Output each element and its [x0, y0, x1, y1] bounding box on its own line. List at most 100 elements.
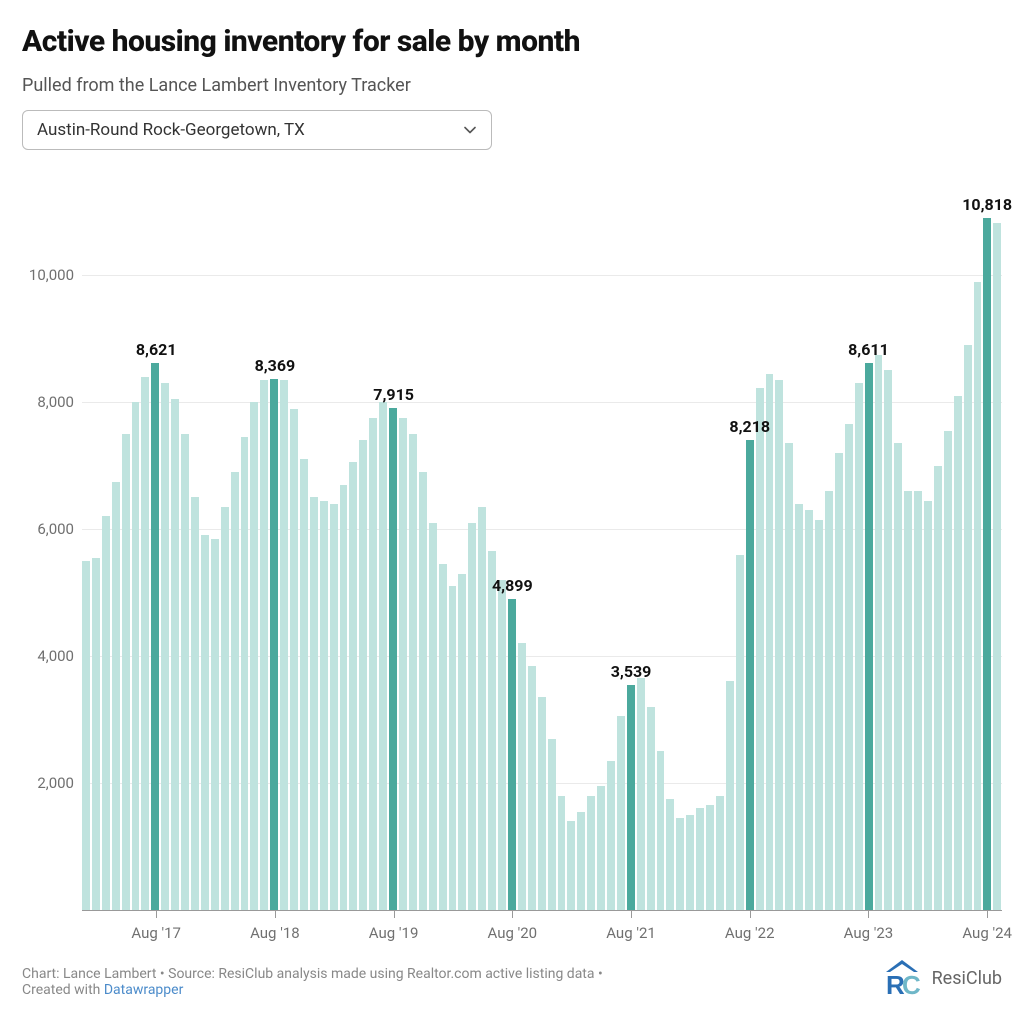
bar: [577, 812, 585, 910]
bar: [330, 504, 338, 910]
bar: [637, 678, 645, 910]
bar: [815, 520, 823, 910]
bar: [666, 799, 674, 910]
y-tick-label: 10,000: [22, 266, 74, 284]
dropdown-selected-label: Austin-Round Rock-Georgetown, TX: [37, 120, 305, 140]
bar: [825, 491, 833, 910]
x-tick-mark: [394, 910, 395, 918]
x-tick-mark: [631, 910, 632, 918]
bar: [389, 408, 397, 910]
x-axis-baseline: [82, 910, 1002, 911]
bar: [340, 485, 348, 910]
bar: [181, 434, 189, 910]
bar: [241, 437, 249, 910]
bar: [558, 796, 566, 910]
bar: [419, 472, 427, 910]
bar: [102, 516, 110, 910]
bar: [122, 434, 130, 910]
chart-title: Active housing inventory for sale by mon…: [22, 24, 1002, 59]
y-tick-label: 6,000: [22, 520, 74, 538]
chart-footer: Chart: Lance Lambert • Source: ResiClub …: [22, 958, 1002, 998]
resiclub-logo-text: ResiClub: [932, 968, 1002, 989]
bar: [647, 707, 655, 910]
bar: [221, 507, 229, 910]
bar: [706, 805, 714, 910]
bar: [944, 431, 952, 910]
bar: [488, 551, 496, 910]
bar: [409, 434, 417, 910]
bar-value-label: 8,621: [136, 340, 177, 363]
bar: [280, 380, 288, 910]
bar: [627, 685, 635, 910]
bar: [775, 380, 783, 910]
footer-credit: Chart: Lance Lambert • Source: ResiClub …: [22, 966, 603, 998]
bar: [924, 501, 932, 910]
x-tick-mark: [987, 910, 988, 918]
bar: [835, 453, 843, 910]
bar: [904, 491, 912, 910]
bar: [795, 504, 803, 910]
bar: [429, 523, 437, 910]
bar: [191, 497, 199, 910]
bar: [112, 482, 120, 910]
bar: [736, 555, 744, 910]
bar: [379, 402, 387, 910]
bar: [151, 363, 159, 910]
bar: [617, 716, 625, 910]
bar: [478, 507, 486, 910]
bar: [439, 564, 447, 910]
bar: [914, 491, 922, 910]
x-tick-label: Aug '24: [962, 924, 1012, 942]
x-tick-label: Aug '20: [488, 924, 538, 942]
bar: [458, 574, 466, 910]
bar: [845, 424, 853, 910]
bar: [320, 501, 328, 910]
bar: [686, 815, 694, 910]
bar: [954, 396, 962, 910]
x-tick-label: Aug '19: [369, 924, 419, 942]
bar: [657, 751, 665, 910]
x-tick-mark: [156, 910, 157, 918]
bar: [92, 558, 100, 910]
x-tick-mark: [275, 910, 276, 918]
resiclub-logo: R C ResiClub: [880, 958, 1002, 998]
bar: [310, 497, 318, 910]
x-tick-label: Aug '17: [131, 924, 181, 942]
bar: [518, 643, 526, 910]
bar: [785, 443, 793, 910]
bar: [934, 466, 942, 910]
bar: [399, 418, 407, 910]
bar: [498, 580, 506, 910]
bar-value-label: 8,218: [729, 417, 770, 440]
bar-value-label: 7,915: [373, 385, 414, 408]
datawrapper-link[interactable]: Datawrapper: [104, 982, 184, 998]
svg-text:C: C: [902, 970, 921, 998]
x-tick-label: Aug '21: [606, 924, 656, 942]
region-dropdown[interactable]: Austin-Round Rock-Georgetown, TX: [22, 110, 492, 150]
bar: [449, 586, 457, 910]
bar-value-label: 4,899: [492, 576, 533, 599]
bar: [894, 443, 902, 910]
bar: [875, 355, 883, 910]
bar: [746, 440, 754, 910]
bar: [231, 472, 239, 910]
x-tick-mark: [512, 910, 513, 918]
bar: [538, 697, 546, 910]
y-tick-label: 4,000: [22, 647, 74, 665]
footer-line1: Chart: Lance Lambert • Source: ResiClub …: [22, 966, 603, 982]
bar-value-label: 10,818: [962, 195, 1012, 218]
chart-subtitle: Pulled from the Lance Lambert Inventory …: [22, 75, 1002, 96]
bar: [676, 818, 684, 910]
bar: [171, 399, 179, 910]
bar: [260, 380, 268, 910]
bar: [805, 510, 813, 910]
x-tick-label: Aug '23: [844, 924, 894, 942]
bar: [766, 374, 774, 910]
bar: [508, 599, 516, 910]
bar: [587, 796, 595, 910]
bar: [201, 535, 209, 910]
resiclub-logo-mark: R C: [880, 958, 924, 998]
bar: [567, 821, 575, 910]
bar: [300, 459, 308, 910]
bar: [270, 379, 278, 910]
